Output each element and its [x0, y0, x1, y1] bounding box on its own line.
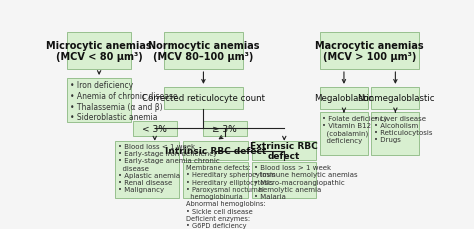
Text: • Folate deficiency
• Vitamin B12
  (cobalamin)
  deficiency: • Folate deficiency • Vitamin B12 (cobal… [322, 115, 388, 143]
Text: < 3%: < 3% [142, 124, 167, 133]
FancyBboxPatch shape [183, 162, 248, 199]
FancyBboxPatch shape [67, 33, 131, 70]
Text: • Blood loss < 1 week
• Early-stage iron deficiency
• Early-stage anemia chronic: • Blood loss < 1 week • Early-stage iron… [118, 143, 219, 193]
FancyBboxPatch shape [116, 141, 179, 199]
FancyBboxPatch shape [252, 141, 316, 161]
Text: • Liver disease
• Alcoholism
• Reticulocytosis
• Drugs: • Liver disease • Alcoholism • Reticuloc… [374, 115, 432, 143]
FancyBboxPatch shape [67, 79, 131, 123]
FancyBboxPatch shape [320, 87, 368, 109]
FancyBboxPatch shape [252, 162, 316, 199]
Text: Megaloblastic: Megaloblastic [314, 94, 374, 103]
Text: Membrane defects:
• Hereditary spherocytosis
• Hereditary elliptocytosis
• Parox: Membrane defects: • Hereditary spherocyt… [186, 164, 275, 229]
Text: ≥ 3%: ≥ 3% [212, 124, 237, 133]
Text: Nonmegaloblastic: Nonmegaloblastic [356, 94, 434, 103]
FancyBboxPatch shape [320, 113, 368, 155]
FancyBboxPatch shape [164, 87, 243, 109]
FancyBboxPatch shape [372, 113, 419, 155]
Text: Extrinsic RBC
defect: Extrinsic RBC defect [250, 141, 318, 161]
FancyBboxPatch shape [320, 33, 419, 70]
Text: • Iron deficiency
• Anemia of chronic disease
• Thalassemia (α and β)
• Siderobl: • Iron deficiency • Anemia of chronic di… [70, 81, 177, 122]
FancyBboxPatch shape [202, 122, 246, 136]
Text: Intrinsic RBC defect: Intrinsic RBC defect [165, 146, 266, 155]
FancyBboxPatch shape [183, 141, 248, 161]
FancyBboxPatch shape [372, 87, 419, 109]
Text: Macrocytic anemias
(MCV > 100 μm³): Macrocytic anemias (MCV > 100 μm³) [315, 41, 424, 62]
Text: Microcytic anemias
(MCV < 80 μm³): Microcytic anemias (MCV < 80 μm³) [46, 41, 152, 62]
Text: Corrected reticulocyte count: Corrected reticulocyte count [142, 94, 265, 103]
Text: • Blood loss > 1 week
• Immune hemolytic anemias
• Micro-macroangiopathic
  hemo: • Blood loss > 1 week • Immune hemolytic… [255, 164, 358, 199]
Text: Normocytic anemias
(MCV 80–100 μm³): Normocytic anemias (MCV 80–100 μm³) [148, 41, 259, 62]
FancyBboxPatch shape [164, 33, 243, 70]
FancyBboxPatch shape [133, 122, 177, 136]
